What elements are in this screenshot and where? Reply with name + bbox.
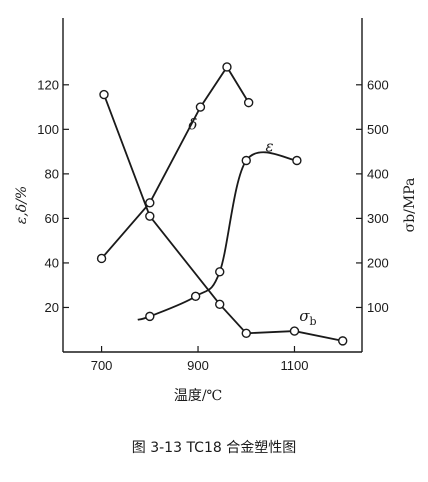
data-point: [292, 155, 302, 166]
series-labels: δ ε σb: [188, 115, 316, 327]
series-line-2: [137, 151, 298, 321]
data-point: [289, 326, 300, 336]
x-tick-label: 1100: [280, 358, 308, 373]
axes: 700 900 1100 20 40 60 80 100 120 100 200 300 400 500 6…: [14, 18, 418, 404]
data-point: [222, 62, 232, 72]
data-point: [241, 328, 251, 338]
data-point: [145, 311, 155, 322]
right-y-tick-label: 200: [367, 255, 389, 270]
data-point: [195, 102, 206, 112]
series-group: [96, 62, 348, 346]
series-line-1: [100, 65, 250, 260]
figure-caption: 图 3-13 TC18 合金塑性图: [132, 440, 296, 456]
right-y-axis-title: σb/MPa: [402, 178, 418, 233]
left-y-tick-label: 120: [37, 77, 59, 92]
data-point: [145, 211, 155, 221]
data-point: [243, 97, 254, 108]
data-point: [338, 336, 348, 346]
x-axis-title: 温度/℃: [174, 388, 222, 404]
data-point: [215, 299, 225, 310]
left-y-tick-label: 80: [45, 166, 59, 181]
data-point: [145, 198, 155, 208]
left-y-tick-label: 100: [37, 122, 59, 137]
series-line-3: [103, 94, 343, 342]
left-y-axis-title: ε,δ/%: [14, 186, 30, 224]
x-tick-label: 900: [187, 358, 209, 373]
right-y-tick-label: 400: [367, 166, 389, 181]
right-y-tick-label: 500: [367, 122, 389, 137]
data-point: [96, 253, 107, 264]
data-point: [99, 89, 109, 100]
data-point: [215, 267, 225, 277]
series-label: δ: [188, 115, 197, 133]
x-tick-label: 700: [91, 358, 113, 373]
data-point: [190, 291, 201, 302]
left-y-tick-label: 40: [45, 255, 59, 270]
left-y-tick-label: 20: [45, 300, 59, 315]
right-y-tick-label: 600: [367, 77, 389, 92]
data-point: [241, 155, 251, 166]
series-label: σb: [299, 307, 316, 328]
right-y-tick-label: 100: [367, 300, 389, 315]
left-y-tick-label: 60: [45, 211, 59, 226]
right-y-tick-label: 300: [367, 211, 389, 226]
series-label: ε: [266, 138, 274, 156]
